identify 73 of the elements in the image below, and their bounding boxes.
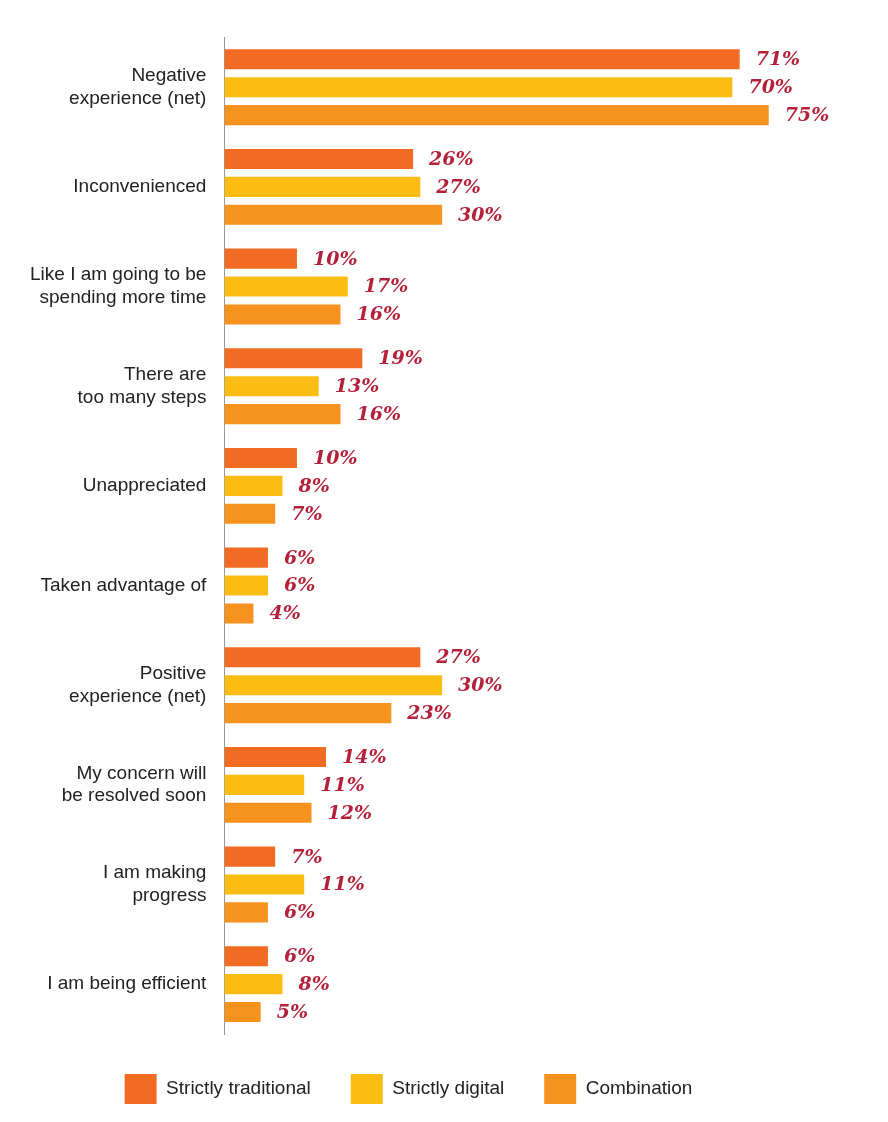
data-label: 5% — [276, 1000, 308, 1023]
data-label: 26% — [428, 146, 474, 169]
y-tick-label: I am making progress — [102, 861, 207, 906]
data-label: 71% — [755, 47, 801, 70]
data-label: 19% — [378, 346, 423, 369]
bar — [224, 248, 297, 269]
y-tick-label: My concern will be resolved soon — [61, 761, 207, 806]
y-tick-label: Negative experience (net) — [69, 64, 207, 108]
bar — [224, 49, 740, 70]
data-label: 16% — [356, 402, 402, 425]
data-label: 10% — [312, 445, 358, 468]
data-label: 6% — [283, 545, 316, 568]
data-label: 14% — [342, 744, 387, 767]
bar — [224, 802, 312, 823]
y-tick-label: There are too many steps — [77, 363, 207, 407]
bar — [224, 348, 363, 369]
data-label: 17% — [363, 274, 409, 297]
data-label: 11% — [320, 772, 365, 795]
data-label: 8% — [297, 473, 330, 496]
data-label: 70% — [748, 75, 793, 98]
data-label: 4% — [269, 601, 301, 624]
bar — [224, 148, 414, 170]
bar — [224, 204, 443, 225]
data-label: 6% — [283, 900, 316, 923]
data-label: 16% — [356, 302, 402, 325]
bar — [224, 447, 297, 469]
data-label: 7% — [291, 844, 323, 867]
data-label: 75% — [784, 103, 830, 126]
data-label: 10% — [312, 246, 358, 269]
data-label: 27% — [435, 174, 481, 197]
y-tick-label: I am being efficient — [47, 972, 208, 994]
bar — [224, 746, 326, 767]
bar — [224, 77, 733, 98]
data-label: 13% — [334, 374, 380, 397]
bar — [224, 703, 392, 724]
legend-label: Combination — [585, 1077, 693, 1099]
data-label: 6% — [283, 944, 316, 967]
y-tick-label: Positive experience (net) — [69, 662, 207, 706]
y-tick-label: Inconvenienced — [73, 175, 207, 197]
bar — [224, 874, 305, 895]
data-label: 7% — [291, 501, 323, 524]
bar — [224, 647, 421, 668]
bar — [224, 304, 341, 325]
legend-label: Strictly digital — [392, 1077, 505, 1099]
data-label: 30% — [458, 673, 503, 696]
data-label: 30% — [458, 202, 503, 225]
bar — [224, 902, 268, 923]
bar — [224, 846, 276, 867]
bar — [224, 1002, 261, 1023]
y-tick-label: Like I am going to be spending more time — [30, 263, 207, 308]
bar — [224, 404, 341, 425]
y-tick-label: Taken advantage of — [40, 573, 208, 595]
bar — [224, 575, 268, 596]
bar — [224, 503, 276, 524]
legend-label: Strictly traditional — [166, 1077, 311, 1099]
bar — [224, 176, 421, 197]
data-label: 6% — [283, 573, 316, 596]
data-label: 23% — [406, 701, 452, 724]
bar — [224, 105, 769, 126]
bar — [224, 974, 283, 995]
data-label: 27% — [435, 645, 481, 668]
data-label: 8% — [297, 972, 330, 995]
bar — [224, 276, 348, 297]
data-label: 11% — [320, 872, 365, 895]
bar — [224, 774, 305, 795]
bar — [224, 475, 283, 496]
bar — [224, 603, 254, 624]
bar — [224, 675, 443, 696]
bar — [224, 946, 268, 967]
data-label: 12% — [327, 800, 372, 823]
bar — [224, 376, 319, 397]
bar — [224, 547, 268, 568]
y-tick-label: Unappreciated — [82, 474, 207, 496]
